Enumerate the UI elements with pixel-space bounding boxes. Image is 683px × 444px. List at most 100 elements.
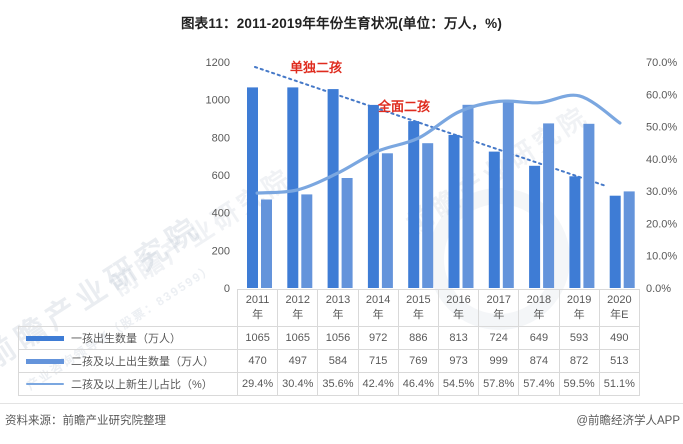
- table-value-cell: 51.1%: [598, 372, 641, 396]
- table-value-cell: 972: [357, 326, 399, 350]
- right-axis-tick: 10.0%: [646, 251, 677, 263]
- bar: [341, 178, 353, 288]
- bar: [287, 87, 299, 289]
- table-value-cell: 57.4%: [518, 372, 560, 396]
- table-value-cell: 470: [236, 349, 279, 373]
- table-value-cell: 999: [478, 349, 520, 373]
- bar: [529, 165, 541, 288]
- bar: [502, 99, 514, 289]
- right-axis-tick: 0.0%: [646, 283, 671, 295]
- policy-annotation: 全面二孩: [377, 99, 430, 114]
- left-axis-tick: 400: [212, 208, 230, 220]
- table-row: 二孩及以上新生儿占比（%） 29.4% 30.4% 35.6% 42.4% 46.4% 54…: [18, 372, 641, 396]
- table-value-cell: 42.4%: [357, 372, 399, 396]
- table-value-cell: 1056: [317, 326, 359, 350]
- table-value-cell: 59.5%: [558, 372, 600, 396]
- legend-swatch-line: [26, 382, 64, 386]
- data-table: 2011 年 2012 年 2013 年 2014 年 2015 年 2016 年 2017 年 2018 年…: [18, 289, 641, 396]
- axis-tick-labels: 0 200 400 600 800 1000 1200 0.0% 10.0% 20.0% 30.0%…: [206, 57, 678, 295]
- table-value-cell: 35.6%: [317, 372, 359, 396]
- left-axis-tick: 600: [212, 170, 230, 182]
- right-axis-tick: 30.0%: [646, 186, 677, 198]
- legend-cell: 二孩及以上新生儿占比（%）: [18, 372, 238, 396]
- source-note: 资料来源：前瞻产业研究院整理: [5, 415, 166, 427]
- bar: [623, 191, 635, 288]
- left-axis-tick: 1200: [206, 57, 230, 69]
- legend-label: 一孩出生数量（万人）: [71, 333, 181, 345]
- year-header-cell: 2016 年: [437, 289, 480, 327]
- left-axis-tick: 0: [224, 283, 230, 295]
- table-value-cell: 715: [357, 349, 399, 373]
- year-header-cell: 2011 年: [236, 289, 279, 327]
- table-value-cell: 593: [558, 326, 600, 350]
- table-value-cell: 649: [518, 326, 560, 350]
- policy-annotation: 单独二孩: [290, 60, 342, 75]
- year-header-row: 2011 年 2012 年 2013 年 2014 年 2015 年 2016 年 2017 年 2018 年…: [19, 289, 641, 327]
- bar: [301, 194, 313, 288]
- table-value-cell: 46.4%: [397, 372, 439, 396]
- year-header-cell: 2018 年: [518, 289, 560, 327]
- table-value-cell: 57.8%: [478, 372, 520, 396]
- legend-swatch-bar-dark: [26, 335, 64, 341]
- right-axis-tick: 60.0%: [646, 89, 677, 101]
- table-value-cell: 30.4%: [277, 372, 319, 396]
- legend-label: 二孩及以上出生数量（万人）: [71, 356, 214, 368]
- bar-series-1: [247, 87, 621, 289]
- bar: [609, 195, 621, 288]
- bar: [583, 123, 595, 288]
- table-value-cell: 54.5%: [437, 372, 480, 396]
- right-axis-tick: 70.0%: [646, 57, 677, 69]
- table-value-cell: 973: [437, 349, 480, 373]
- table-value-cell: 1065: [277, 326, 319, 350]
- table-value-cell: 490: [598, 326, 641, 350]
- right-axis-tick: 20.0%: [646, 218, 677, 230]
- chart-title: 图表11：2011-2019年年份生育状况(单位：万人，%): [180, 16, 503, 31]
- left-axis-tick: 200: [212, 245, 230, 257]
- table-value-cell: 497: [277, 349, 319, 373]
- legend-label: 二孩及以上新生儿占比（%）: [71, 379, 213, 391]
- bar: [569, 176, 581, 288]
- year-header-cell: 2013 年: [317, 289, 359, 327]
- bar: [381, 153, 393, 288]
- bar: [488, 151, 500, 288]
- bar: [408, 121, 420, 288]
- legend-cell: 二孩及以上出生数量（万人）: [18, 349, 238, 373]
- footer-divider: [0, 403, 683, 404]
- table-row: 一孩出生数量（万人） 1065 1065 1056 972 886 813 724 649 593…: [18, 326, 641, 350]
- table-value-cell: 584: [317, 349, 359, 373]
- table-value-cell: 29.4%: [236, 372, 279, 396]
- table-value-cell: 1065: [236, 326, 279, 350]
- table-value-cell: 886: [397, 326, 439, 350]
- credit-note: @前瞻经济学人APP: [576, 415, 680, 427]
- left-axis-tick: 1000: [206, 95, 230, 107]
- right-axis-tick: 50.0%: [646, 122, 677, 134]
- table-value-cell: 724: [478, 326, 520, 350]
- bar: [327, 89, 339, 288]
- year-header-cell: 2015 年: [397, 289, 439, 327]
- year-header-cell: 2017 年: [478, 289, 520, 327]
- table-row: 二孩及以上出生数量（万人） 470 497 584 715 769 973 999 874 872…: [18, 349, 641, 373]
- bar: [543, 123, 555, 289]
- year-header-cell: 2020 年E: [598, 289, 641, 327]
- legend-cell: 一孩出生数量（万人）: [18, 326, 238, 350]
- year-header-cell: 2019 年: [558, 289, 600, 327]
- table-value-cell: 513: [598, 349, 641, 373]
- year-header-cell: 2012 年: [277, 289, 319, 327]
- percent-line-series: [255, 93, 622, 195]
- table-value-cell: 874: [518, 349, 560, 373]
- bar: [261, 199, 272, 288]
- bar-series-2: [261, 99, 635, 289]
- bar: [462, 104, 474, 288]
- year-header-cell: 2014 年: [357, 289, 399, 327]
- table-value-cell: 769: [397, 349, 439, 373]
- table-value-cell: 813: [437, 326, 480, 350]
- bar: [448, 134, 460, 288]
- bar: [247, 87, 258, 289]
- bar: [367, 104, 379, 289]
- table-value-cell: 872: [558, 349, 600, 373]
- legend-swatch-bar-light: [26, 358, 64, 364]
- table-corner-cell: [19, 290, 238, 327]
- bar: [422, 143, 434, 288]
